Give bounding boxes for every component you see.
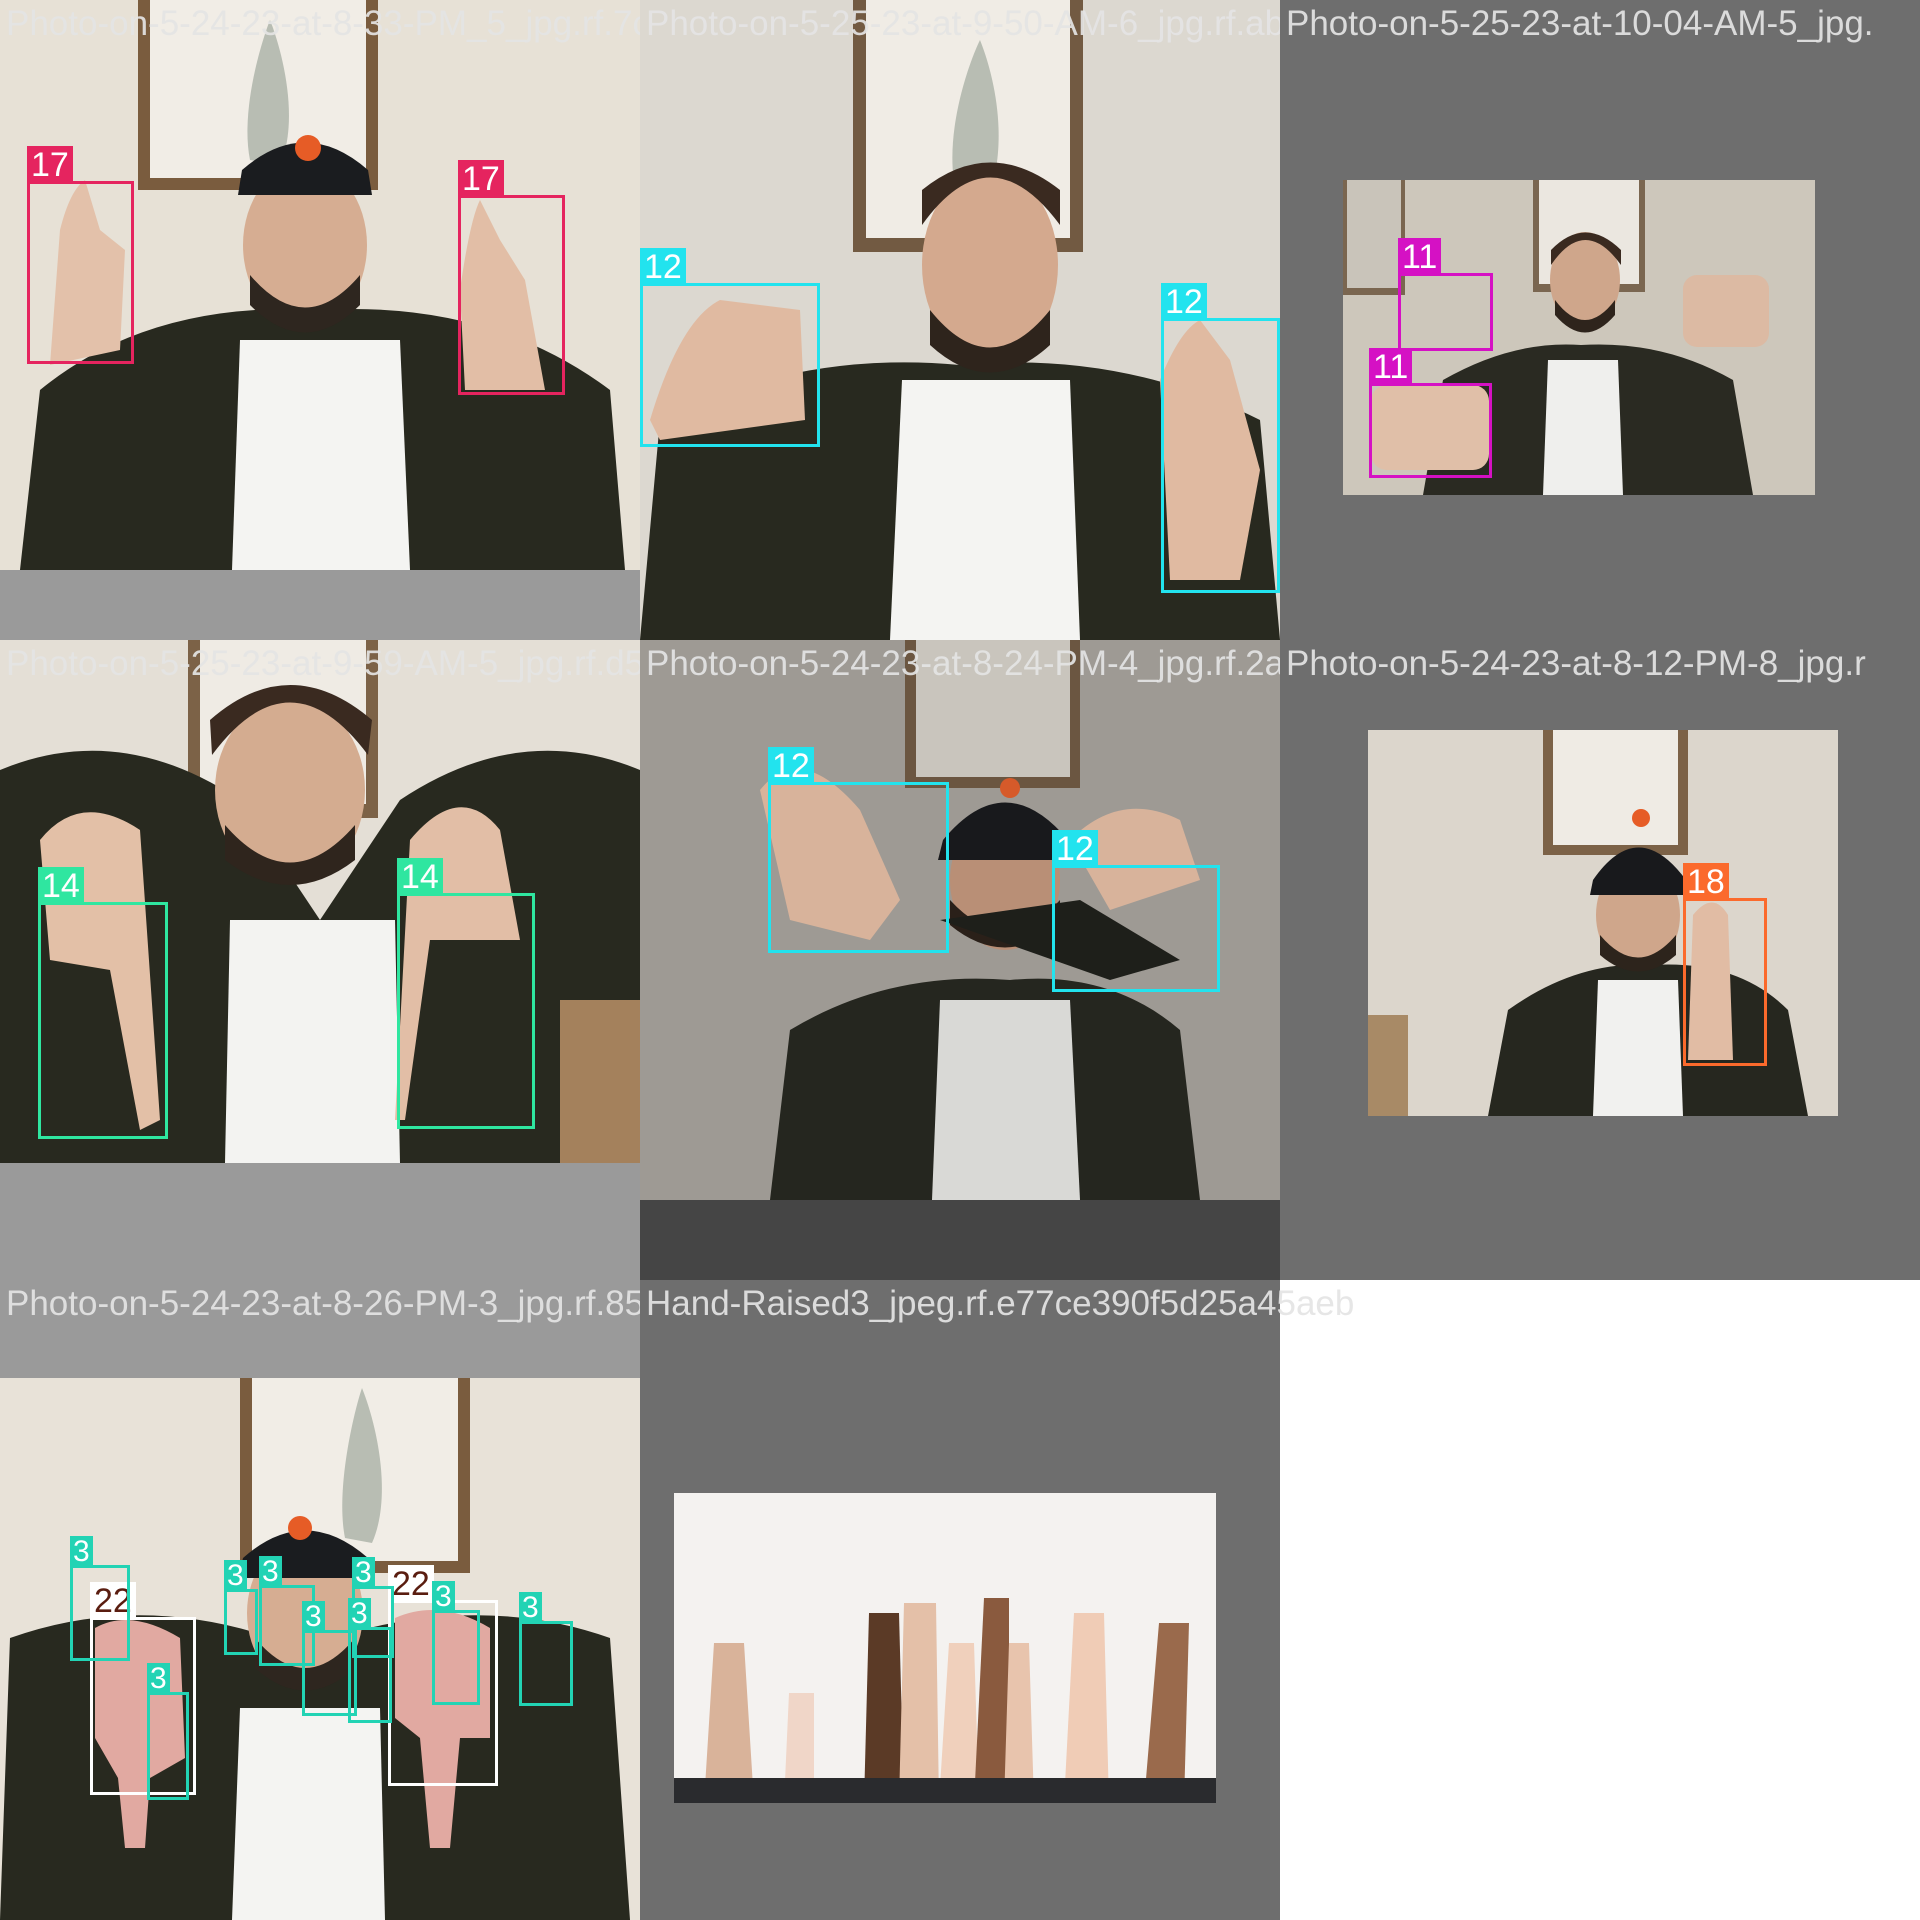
bounding-box: 11 [1369, 383, 1492, 478]
class-label: 3 [302, 1601, 325, 1633]
bounding-box: 3 [519, 1621, 573, 1706]
tile-4: 14 14 Photo-on-5-25-23-at-9-59-AM-5_jpg.… [0, 640, 640, 1280]
tile-9-empty [1280, 1280, 1920, 1920]
class-label: 3 [259, 1556, 282, 1588]
class-label: 3 [224, 1560, 247, 1592]
class-label: 3 [348, 1598, 371, 1630]
bounding-box: 12 [640, 283, 820, 447]
bounding-box: 12 [1052, 865, 1220, 992]
bounding-box: 3 [70, 1565, 130, 1661]
class-label: 3 [70, 1536, 93, 1568]
tile-6-photo [1368, 730, 1838, 1116]
image-filename: Photo-on-5-24-23-at-8-24-PM-4_jpg.rf.2a [646, 646, 1280, 681]
tile-3: 11 11 Photo-on-5-25-23-at-10-04-AM-5_jpg… [1280, 0, 1920, 640]
tile-2: 12 12 Photo-on-5-25-23-at-9-50-AM-6_jpg.… [640, 0, 1280, 640]
bounding-box: 12 [768, 782, 949, 953]
class-label: 12 [1052, 830, 1098, 868]
bounding-box: 17 [458, 195, 565, 395]
tile-6: 18 Photo-on-5-24-23-at-8-12-PM-8_jpg.r [1280, 640, 1920, 1280]
class-label: 12 [768, 747, 814, 785]
class-label: 22 [388, 1565, 434, 1603]
tile-5: 12 12 Photo-on-5-24-23-at-8-24-PM-4_jpg.… [640, 640, 1280, 1280]
class-label: 3 [352, 1557, 375, 1589]
class-label: 3 [432, 1581, 455, 1613]
class-label: 3 [147, 1663, 170, 1695]
bounding-box: 14 [397, 893, 535, 1129]
class-label: 17 [27, 146, 73, 184]
tile-8: 3 3 3 3 3 3 3 3 3 3 Hand-Raised3_jpeg.rf… [640, 1280, 1280, 1920]
bounding-box: 11 [1398, 273, 1493, 351]
class-label: 14 [38, 867, 84, 905]
bounding-box: 3 [224, 1589, 258, 1655]
image-filename: Hand-Raised3_jpeg.rf.e77ce390f5d25a45aeb [646, 1286, 1354, 1321]
bounding-box: 12 [1161, 318, 1280, 593]
class-label: 3 [519, 1592, 542, 1624]
class-label: 11 [1398, 238, 1441, 276]
image-filename: Photo-on-5-25-23-at-10-04-AM-5_jpg. [1286, 6, 1874, 41]
bounding-box: 17 [27, 181, 134, 364]
image-filename: Photo-on-5-24-23-at-8-26-PM-3_jpg.rf.85 [6, 1286, 640, 1321]
class-label: 18 [1683, 863, 1729, 901]
class-label: 12 [640, 248, 686, 286]
image-filename: Photo-on-5-25-23-at-9-59-AM-5_jpg.rf.d5 [6, 646, 640, 681]
bounding-box: 3 [348, 1627, 392, 1723]
bounding-box: 3 [432, 1610, 480, 1705]
class-label: 11 [1369, 348, 1412, 386]
class-label: 14 [397, 858, 443, 896]
image-filename: Photo-on-5-24-23-at-8-12-PM-8_jpg.r [1286, 646, 1866, 681]
tile-1: 17 17 Photo-on-5-24-23-at-8-33-PM_5_jpg.… [0, 0, 640, 640]
image-filename: Photo-on-5-24-23-at-8-33-PM_5_jpg.rf.7c8 [6, 6, 640, 41]
bounding-box: 18 [1683, 898, 1767, 1066]
image-filename: Photo-on-5-25-23-at-9-50-AM-6_jpg.rf.abc [646, 6, 1280, 41]
bounding-box: 3 [147, 1692, 189, 1800]
class-label: 12 [1161, 283, 1207, 321]
bounding-box: 14 [38, 902, 168, 1139]
tile-8-photo [674, 1493, 1216, 1803]
class-label: 17 [458, 160, 504, 198]
